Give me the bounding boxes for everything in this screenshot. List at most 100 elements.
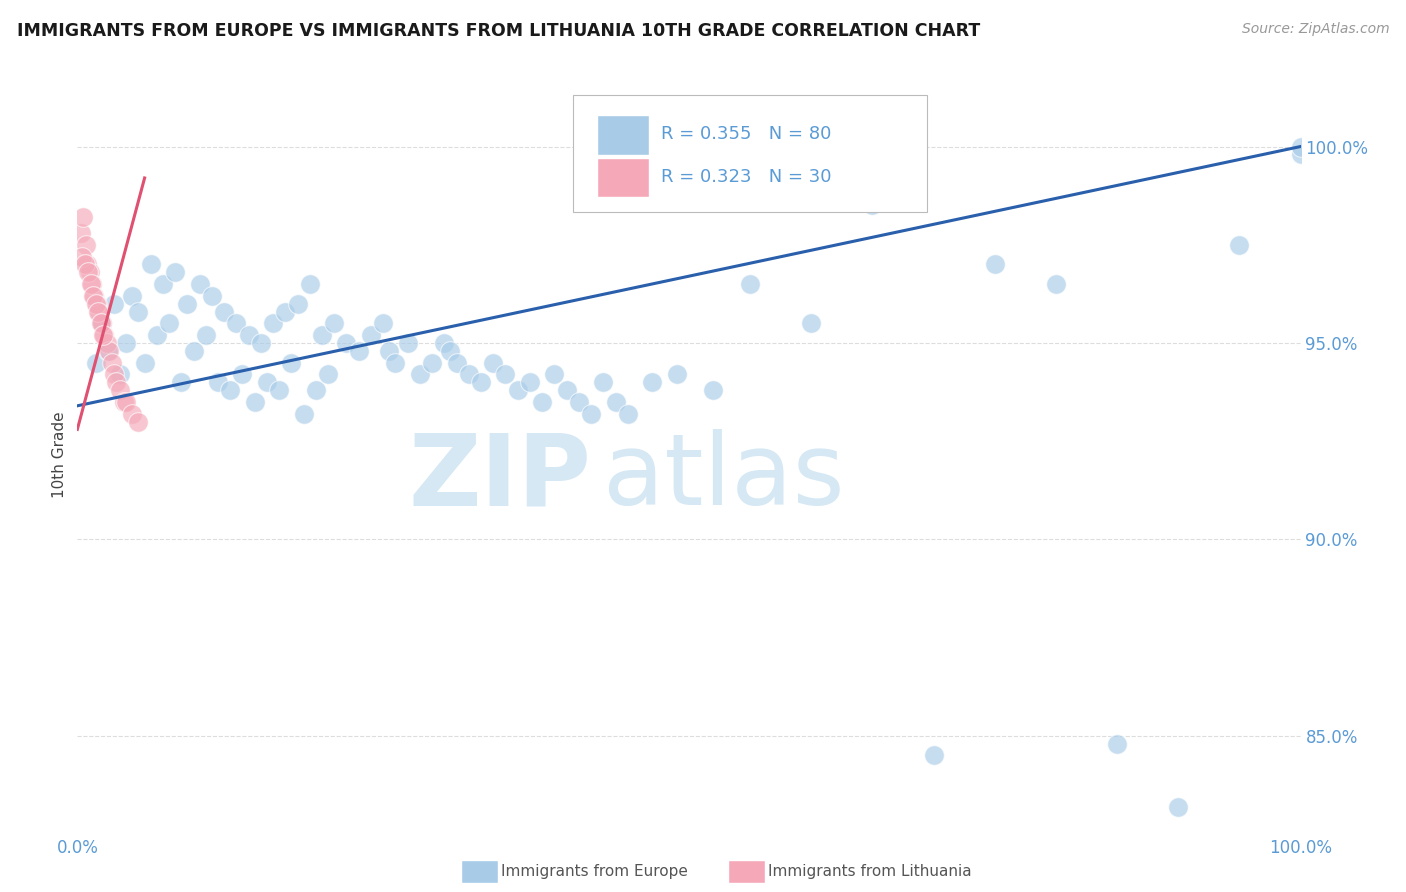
Point [86, 296, 108, 310]
Point [316, 368, 339, 382]
Point [90, 316, 112, 330]
Point [243, 395, 266, 409]
Point [482, 356, 505, 370]
Point [219, 383, 242, 397]
Point [87, 304, 110, 318]
Point [800, 316, 823, 330]
Point [121, 289, 143, 303]
Point [457, 368, 479, 382]
Point [73, 257, 96, 271]
Point [531, 395, 554, 409]
Point [82, 289, 104, 303]
Text: Immigrants from Europe: Immigrants from Europe [501, 864, 688, 879]
Point [555, 383, 578, 397]
Point [105, 376, 128, 390]
Point [91, 328, 114, 343]
Point [274, 304, 297, 318]
Point [519, 376, 541, 390]
Point [305, 383, 328, 397]
Point [225, 316, 247, 330]
Point [134, 356, 156, 370]
Point [439, 343, 461, 358]
Point [420, 356, 443, 370]
Point [152, 277, 174, 291]
Point [862, 198, 884, 212]
Point [108, 368, 131, 382]
Point [269, 383, 291, 397]
Point [262, 316, 284, 330]
Point [256, 376, 278, 390]
Point [702, 383, 724, 397]
Point [617, 407, 640, 421]
Point [115, 395, 138, 409]
Y-axis label: 10th Grade: 10th Grade [52, 411, 67, 499]
Point [90, 316, 112, 330]
Point [665, 368, 688, 382]
Point [194, 328, 217, 343]
Point [1229, 237, 1251, 252]
Point [93, 328, 115, 343]
Point [115, 335, 138, 350]
Point [605, 395, 627, 409]
Point [579, 407, 602, 421]
Point [75, 237, 97, 252]
FancyBboxPatch shape [572, 95, 928, 212]
Text: Immigrants from Lithuania: Immigrants from Lithuania [768, 864, 972, 879]
Point [922, 748, 945, 763]
Point [139, 257, 162, 271]
Point [201, 289, 224, 303]
Point [103, 296, 125, 310]
Point [360, 328, 382, 343]
Point [396, 335, 419, 350]
Point [70, 226, 93, 240]
Point [127, 415, 149, 429]
Point [740, 277, 762, 291]
Point [90, 316, 112, 330]
Point [121, 407, 143, 421]
Point [79, 265, 101, 279]
Point [335, 335, 357, 350]
Point [83, 289, 105, 303]
Point [323, 316, 346, 330]
Point [543, 368, 565, 382]
Point [280, 356, 302, 370]
Point [250, 335, 273, 350]
Point [231, 368, 253, 382]
Point [238, 328, 260, 343]
Point [378, 343, 401, 358]
Point [347, 343, 370, 358]
Text: ZIP: ZIP [408, 429, 591, 526]
Point [170, 376, 193, 390]
Point [188, 277, 211, 291]
Text: R = 0.355   N = 80: R = 0.355 N = 80 [661, 125, 831, 144]
Point [287, 296, 309, 310]
Point [212, 304, 235, 318]
Point [292, 407, 315, 421]
Point [1045, 277, 1067, 291]
Point [311, 328, 333, 343]
Point [96, 335, 118, 350]
FancyBboxPatch shape [598, 158, 648, 197]
Point [1289, 147, 1312, 161]
Point [76, 257, 98, 271]
Point [127, 304, 149, 318]
Text: IMMIGRANTS FROM EUROPE VS IMMIGRANTS FROM LITHUANIA 10TH GRADE CORRELATION CHART: IMMIGRANTS FROM EUROPE VS IMMIGRANTS FRO… [17, 22, 980, 40]
Point [409, 368, 432, 382]
Point [84, 356, 107, 370]
Point [70, 250, 93, 264]
Point [470, 376, 492, 390]
Text: atlas: atlas [603, 429, 845, 526]
Point [1289, 139, 1312, 153]
Point [89, 304, 111, 318]
Point [176, 296, 198, 310]
Point [98, 343, 121, 358]
Point [568, 395, 591, 409]
FancyBboxPatch shape [598, 115, 648, 154]
Point [1107, 737, 1129, 751]
Point [384, 356, 406, 370]
Point [100, 356, 122, 370]
Point [112, 395, 135, 409]
Point [84, 296, 107, 310]
Point [80, 277, 103, 291]
Point [80, 277, 103, 291]
